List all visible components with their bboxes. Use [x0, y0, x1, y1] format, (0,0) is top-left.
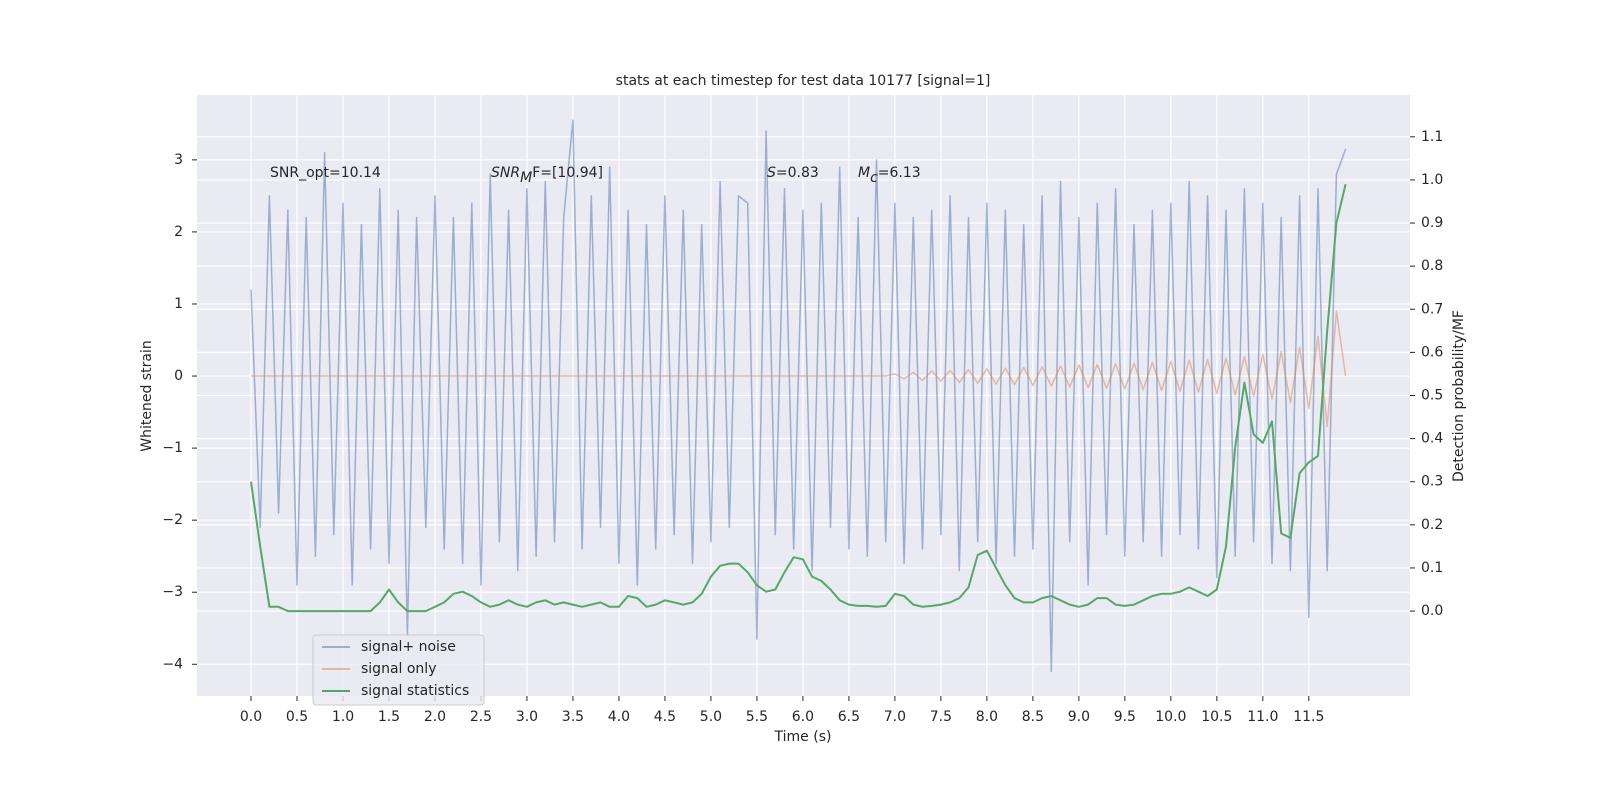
y-tick-label: 1 [174, 296, 183, 312]
y-axis-label: Whitened strain [139, 340, 155, 451]
x-tick-label: 9.0 [1068, 709, 1090, 725]
x-tick-label: 5.0 [700, 709, 722, 725]
x-tick-label: 9.5 [1114, 709, 1136, 725]
y-tick-label: −4 [162, 656, 183, 672]
y2-tick-label: 0.0 [1421, 603, 1443, 619]
annotation: SNR_opt=10.14 [270, 165, 381, 181]
y2-tick-label: 0.6 [1421, 344, 1443, 360]
annotation-after: F=[10.94] [532, 165, 603, 181]
x-tick-label: 2.5 [470, 709, 492, 725]
series-line [251, 310, 1347, 428]
y-tick-label: 2 [174, 224, 183, 240]
x-tick-label: 4.0 [608, 709, 630, 725]
x-tick-label: 10.5 [1201, 709, 1232, 725]
y2-tick-label: 1.1 [1421, 129, 1443, 145]
y2-tick-label: 0.1 [1421, 560, 1443, 576]
y-tick-label: 0 [174, 368, 183, 384]
y2-tick-label: 0.4 [1421, 431, 1443, 447]
legend-label: signal+ noise [361, 639, 456, 655]
y2-tick-label: 0.9 [1421, 215, 1443, 231]
x-tick-label: 11.5 [1293, 709, 1324, 725]
x-tick-label: 5.5 [746, 709, 768, 725]
legend-label: signal statistics [361, 683, 469, 699]
y2-tick-label: 1.0 [1421, 172, 1443, 188]
series-line [250, 119, 1347, 673]
x-tick-label: 2.0 [424, 709, 446, 725]
x-tick-label: 6.5 [838, 709, 860, 725]
legend-label: signal only [361, 661, 436, 677]
annotation: SNRMF=[10.94] [491, 165, 603, 186]
x-axis-label: Time (s) [774, 729, 832, 745]
y2-axis-label: Detection probability/MF [1451, 310, 1467, 482]
annotation-sub: c [870, 170, 878, 186]
annotation-text: SNR_opt=10.14 [270, 165, 381, 181]
annotation: S=0.83 [767, 165, 819, 181]
annotation-text: SNR [491, 165, 520, 181]
y-tick-label: −2 [162, 512, 183, 528]
y-tick-label: 3 [174, 152, 183, 168]
annotation: Mc=6.13 [858, 165, 921, 186]
y2-tick-label: 0.2 [1421, 517, 1443, 533]
x-tick-label: 4.5 [654, 709, 676, 725]
chart-title: stats at each timestep for test data 101… [616, 73, 991, 89]
y2-tick-label: 0.3 [1421, 474, 1443, 490]
y-tick-label: −1 [162, 440, 183, 456]
annotation-after: =0.83 [776, 165, 819, 181]
x-tick-label: 10.0 [1155, 709, 1186, 725]
x-tick-label: 1.0 [332, 709, 354, 725]
x-tick-label: 1.5 [378, 709, 400, 725]
y2-tick-label: 0.7 [1421, 301, 1443, 317]
x-tick-label: 0.5 [286, 709, 308, 725]
x-tick-label: 8.0 [976, 709, 998, 725]
x-tick-label: 8.5 [1022, 709, 1044, 725]
annotation-sub: M [520, 170, 532, 186]
annotation-text: M [858, 165, 870, 181]
annotation-text: S [767, 165, 776, 181]
x-tick-label: 3.0 [516, 709, 538, 725]
annotation-after: =6.13 [878, 165, 921, 181]
x-tick-label: 11.0 [1247, 709, 1278, 725]
y2-tick-label: 0.5 [1421, 388, 1443, 404]
x-tick-label: 0.0 [240, 709, 262, 725]
x-tick-label: 3.5 [562, 709, 584, 725]
x-tick-label: 7.5 [930, 709, 952, 725]
legend-box [312, 634, 485, 706]
x-tick-label: 7.0 [884, 709, 906, 725]
y2-tick-label: 0.8 [1421, 258, 1443, 274]
y-tick-label: −3 [162, 584, 183, 600]
series-line [250, 183, 1347, 613]
x-tick-label: 6.0 [792, 709, 814, 725]
